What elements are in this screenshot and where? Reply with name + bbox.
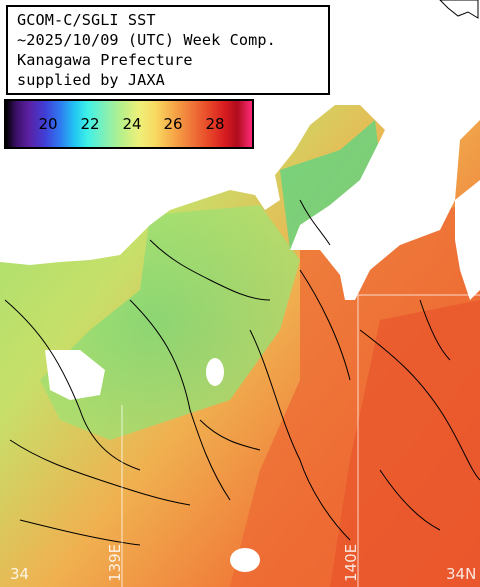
title-line-region: Kanagawa Prefecture <box>17 51 193 69</box>
lat-label-34: 34 <box>10 565 30 583</box>
tokyo-bay-water <box>280 120 380 250</box>
title-line-date: ~2025/10/09 (UTC) Week Comp. <box>17 31 276 49</box>
warm-water-core <box>330 300 480 587</box>
lon-label-140e: 140E <box>342 543 360 582</box>
island-oshima <box>230 548 260 572</box>
lon-label-139e: 139E <box>106 543 124 582</box>
colorbar-label-22: 22 <box>80 115 100 133</box>
sst-contours <box>4 199 480 546</box>
lat-label-34n: 34N <box>446 565 477 583</box>
colorbar-label-24: 24 <box>122 115 142 133</box>
sst-colorbar: 20 22 24 26 28 <box>4 99 254 149</box>
colorbar-label-28: 28 <box>205 115 225 133</box>
cool-bay-water <box>40 205 300 440</box>
title-line-credit: supplied by JAXA <box>17 71 165 89</box>
colorbar-label-20: 20 <box>38 115 58 133</box>
bay-inlet <box>45 350 105 400</box>
corner-mark-icon <box>439 0 479 19</box>
graticule <box>121 294 480 587</box>
title-box: GCOM-C/SGLI SST ~2025/10/09 (UTC) Week C… <box>6 5 330 95</box>
island-small <box>206 358 224 386</box>
title-line-satellite: GCOM-C/SGLI SST <box>17 11 156 29</box>
colorbar-label-26: 26 <box>163 115 183 133</box>
land-boso <box>455 180 480 300</box>
